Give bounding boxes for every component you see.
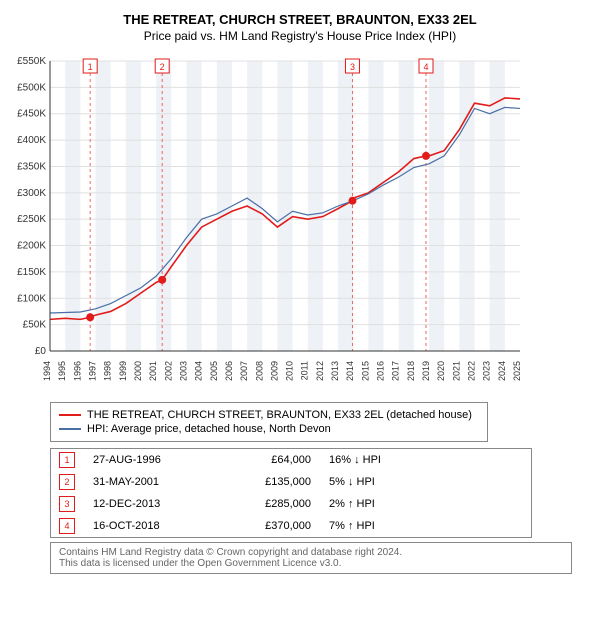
svg-text:£400K: £400K [17, 135, 46, 146]
svg-text:2021: 2021 [451, 361, 461, 381]
svg-text:2003: 2003 [178, 361, 188, 381]
svg-text:2006: 2006 [224, 361, 234, 381]
tx-price: £370,000 [231, 520, 311, 532]
tx-price: £64,000 [231, 454, 311, 466]
tx-marker: 4 [59, 518, 75, 534]
svg-text:2018: 2018 [406, 361, 416, 381]
svg-text:2019: 2019 [421, 361, 431, 381]
svg-text:1999: 1999 [118, 361, 128, 381]
svg-text:2005: 2005 [209, 361, 219, 381]
svg-text:2015: 2015 [360, 361, 370, 381]
svg-text:2007: 2007 [239, 361, 249, 381]
svg-text:2013: 2013 [330, 361, 340, 381]
svg-text:2002: 2002 [163, 361, 173, 381]
tx-date: 12-DEC-2013 [93, 498, 213, 510]
footer-line: This data is licensed under the Open Gov… [59, 558, 563, 569]
svg-text:4: 4 [423, 62, 428, 72]
svg-text:2020: 2020 [436, 361, 446, 381]
svg-text:£300K: £300K [17, 188, 46, 199]
svg-text:2009: 2009 [269, 361, 279, 381]
svg-text:£200K: £200K [17, 241, 46, 252]
svg-text:£550K: £550K [17, 56, 46, 67]
tx-diff: 16% ↓ HPI [329, 454, 409, 466]
tx-diff: 5% ↓ HPI [329, 476, 409, 488]
svg-text:1998: 1998 [103, 361, 113, 381]
tx-marker: 2 [59, 474, 75, 490]
svg-text:1996: 1996 [72, 361, 82, 381]
svg-text:2014: 2014 [345, 361, 355, 381]
legend-label: HPI: Average price, detached house, Nort… [87, 423, 331, 435]
svg-text:2001: 2001 [148, 361, 158, 381]
legend-label: THE RETREAT, CHURCH STREET, BRAUNTON, EX… [87, 409, 472, 421]
page-subtitle: Price paid vs. HM Land Registry's House … [10, 29, 590, 43]
svg-text:1995: 1995 [57, 361, 67, 381]
svg-text:£450K: £450K [17, 109, 46, 120]
tx-diff: 7% ↑ HPI [329, 520, 409, 532]
transactions-table: 1 27-AUG-1996 £64,000 16% ↓ HPI 2 31-MAY-2001… [50, 448, 532, 538]
legend-swatch [59, 414, 81, 416]
legend-item: HPI: Average price, detached house, Nort… [59, 423, 479, 435]
tx-marker: 1 [59, 452, 75, 468]
svg-text:£100K: £100K [17, 293, 46, 304]
legend: THE RETREAT, CHURCH STREET, BRAUNTON, EX… [50, 402, 488, 442]
footer-line: Contains HM Land Registry data © Crown c… [59, 547, 563, 558]
tx-date: 16-OCT-2018 [93, 520, 213, 532]
svg-text:2000: 2000 [133, 361, 143, 381]
svg-text:2012: 2012 [315, 361, 325, 381]
chart-container: £0 £50K £100K £150K £200K £250K £300K £350K £400… [10, 51, 590, 396]
svg-text:2017: 2017 [391, 361, 401, 381]
table-row: 2 31-MAY-2001 £135,000 5% ↓ HPI [51, 471, 531, 493]
svg-text:£50K: £50K [23, 320, 47, 331]
table-row: 3 12-DEC-2013 £285,000 2% ↑ HPI [51, 493, 531, 515]
tx-date: 31-MAY-2001 [93, 476, 213, 488]
footer-attribution: Contains HM Land Registry data © Crown c… [50, 542, 572, 574]
tx-marker: 3 [59, 496, 75, 512]
tx-date: 27-AUG-1996 [93, 454, 213, 466]
svg-text:£500K: £500K [17, 82, 46, 93]
svg-text:2025: 2025 [512, 361, 522, 381]
svg-text:2024: 2024 [497, 361, 507, 381]
legend-item: THE RETREAT, CHURCH STREET, BRAUNTON, EX… [59, 409, 479, 421]
page-title: THE RETREAT, CHURCH STREET, BRAUNTON, EX… [10, 12, 590, 27]
table-row: 4 16-OCT-2018 £370,000 7% ↑ HPI [51, 515, 531, 537]
price-chart: £0 £50K £100K £150K £200K £250K £300K £350K £400… [10, 51, 530, 391]
svg-text:2004: 2004 [194, 361, 204, 381]
svg-text:£0: £0 [35, 346, 47, 357]
tx-diff: 2% ↑ HPI [329, 498, 409, 510]
svg-text:2: 2 [160, 62, 165, 72]
table-row: 1 27-AUG-1996 £64,000 16% ↓ HPI [51, 449, 531, 471]
svg-text:2023: 2023 [482, 361, 492, 381]
svg-text:1994: 1994 [42, 361, 52, 381]
svg-text:2010: 2010 [285, 361, 295, 381]
svg-text:£250K: £250K [17, 214, 46, 225]
tx-price: £285,000 [231, 498, 311, 510]
svg-text:1997: 1997 [87, 361, 97, 381]
svg-text:3: 3 [350, 62, 355, 72]
svg-text:£350K: £350K [17, 161, 46, 172]
tx-price: £135,000 [231, 476, 311, 488]
legend-swatch [59, 428, 81, 430]
svg-text:1: 1 [88, 62, 93, 72]
svg-text:2016: 2016 [376, 361, 386, 381]
svg-text:2008: 2008 [254, 361, 264, 381]
svg-text:2011: 2011 [300, 361, 310, 380]
svg-text:2022: 2022 [467, 361, 477, 381]
svg-text:£150K: £150K [17, 267, 46, 278]
